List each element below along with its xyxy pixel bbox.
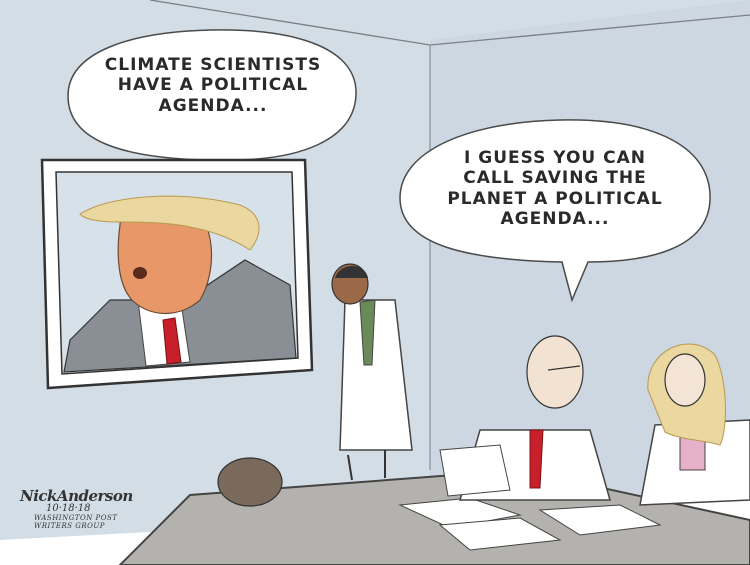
artist-signature: NickAnderson 10·18·18 WASHINGTON POST WR… xyxy=(20,487,133,530)
left-bubble-line: AGENDA... xyxy=(158,95,268,116)
tv-tie xyxy=(162,317,182,365)
left-bubble-text: CLIMATE SCIENTISTS HAVE A POLITICAL AGEN… xyxy=(78,55,348,116)
signature-line-1: WASHINGTON POST xyxy=(34,514,118,522)
paper-2 xyxy=(438,517,562,551)
tv-mouth xyxy=(133,267,147,279)
right-bubble-line: I GUESS YOU CAN xyxy=(464,148,646,168)
standing-scientist xyxy=(331,263,413,481)
left-bubble-line: HAVE A POLITICAL xyxy=(117,75,309,96)
tv-hair xyxy=(79,195,260,251)
right-bubble-line: CALL SAVING THE xyxy=(463,168,647,189)
tv-screen xyxy=(40,158,314,390)
signature-date: 10·18·18 xyxy=(46,503,91,514)
paper-3 xyxy=(538,504,662,536)
seated-female-scientist xyxy=(639,343,750,506)
foreground-head xyxy=(217,457,283,507)
right-bubble-text: I GUESS YOU CAN CALL SAVING THE PLANET A… xyxy=(420,148,690,230)
signature-line-2: WRITERS GROUP xyxy=(34,522,106,530)
left-bubble-line: CLIMATE SCIENTISTS xyxy=(104,55,322,75)
seated-male-scientist xyxy=(439,335,611,501)
right-bubble-line: PLANET A POLITICAL xyxy=(447,188,663,209)
right-speech-bubble xyxy=(399,119,711,303)
right-bubble-line: AGENDA... xyxy=(500,209,610,230)
signature-name: NickAnderson xyxy=(20,487,133,505)
